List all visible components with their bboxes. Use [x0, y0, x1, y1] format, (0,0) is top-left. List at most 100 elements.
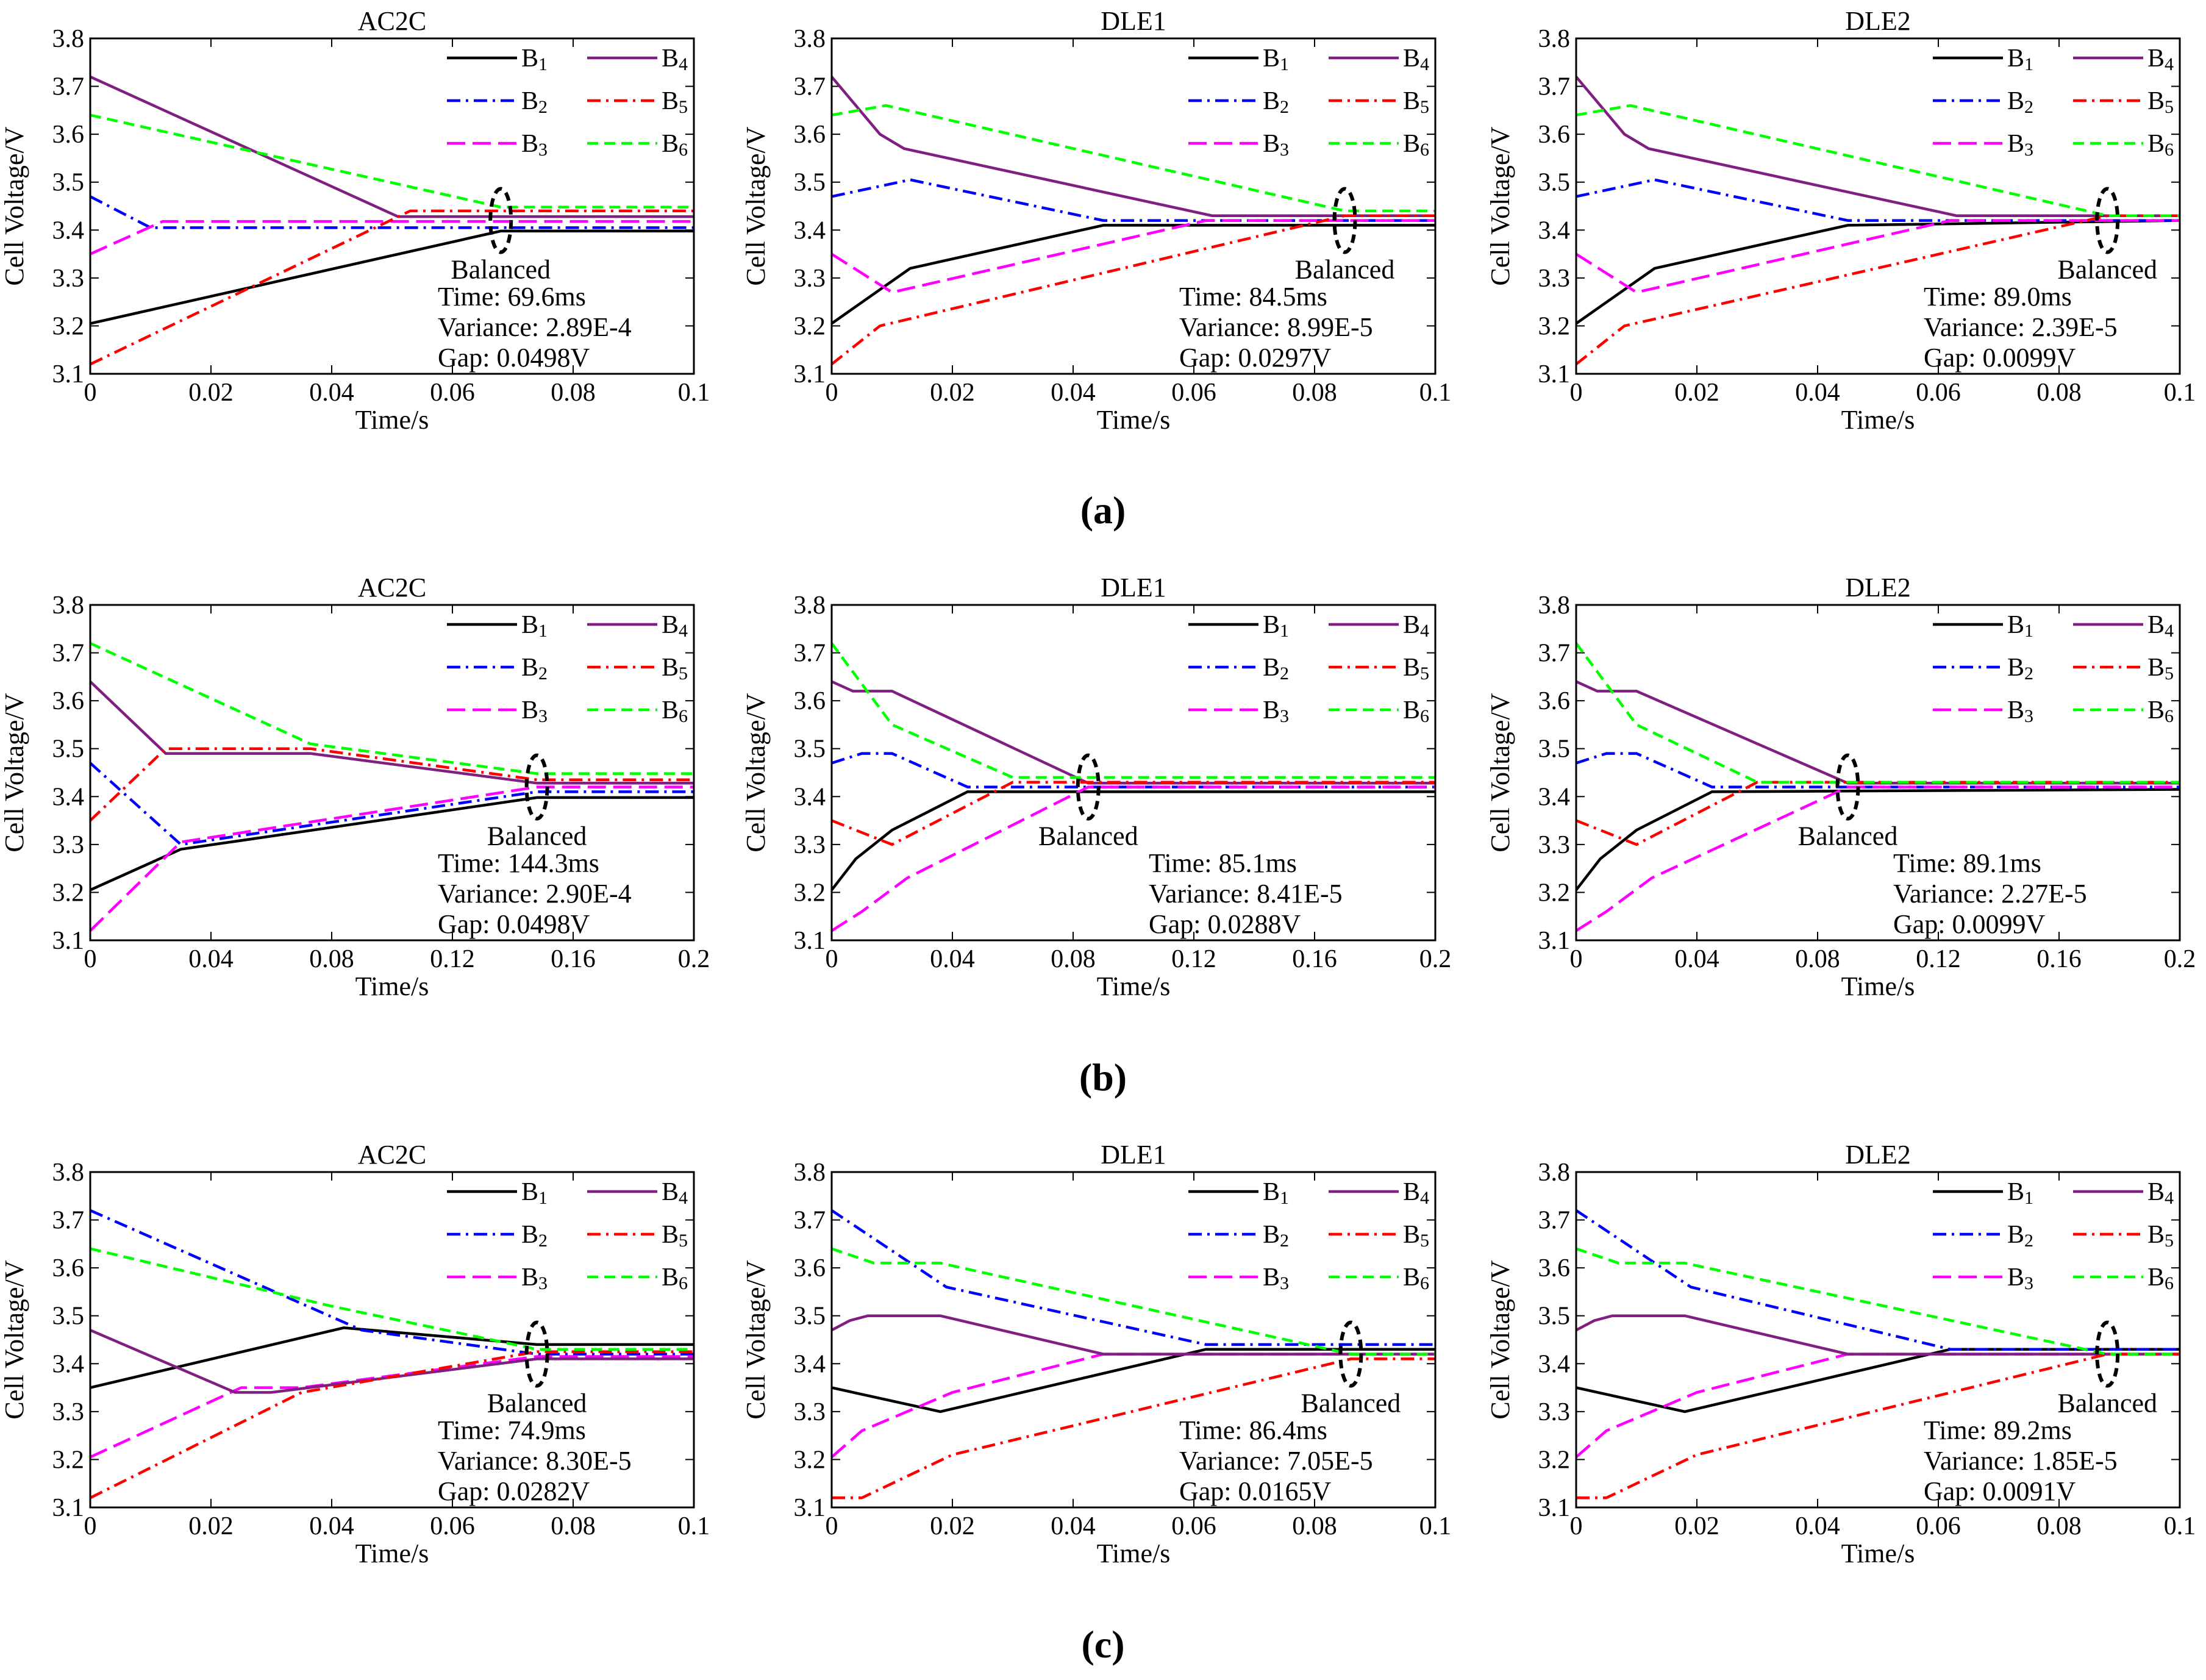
y-tick-label: 3.1	[52, 360, 85, 388]
legend-label-subscript: 4	[679, 54, 688, 74]
x-tick-label: 0.04	[1674, 945, 1719, 973]
legend-label-b4: B4	[2147, 45, 2174, 74]
x-tick-label: 0.08	[1051, 945, 1096, 973]
annotation-line: Gap: 0.0498V	[438, 343, 590, 373]
y-tick-label: 3.5	[794, 169, 826, 197]
annotation-line: Gap: 0.0165V	[1179, 1476, 1332, 1506]
legend-label-subscript: 5	[2165, 1231, 2174, 1251]
annotation-line: Gap: 0.0099V	[1924, 343, 2076, 373]
x-tick-label: 0	[1570, 945, 1583, 973]
legend-label-b5: B5	[1403, 654, 1429, 684]
y-tick-label: 3.2	[794, 879, 826, 907]
plot-frame	[89, 1171, 695, 1509]
legend-label-subscript: 4	[2165, 621, 2174, 641]
legend-label-subscript: 4	[679, 621, 688, 641]
series-line-b3	[1576, 219, 2180, 294]
legend-label-b4: B4	[662, 1178, 688, 1208]
y-tick-label: 3.4	[52, 216, 85, 245]
x-tick-label: 0.1	[1419, 1512, 1452, 1540]
legend-label-b2: B2	[2007, 1221, 2033, 1251]
x-tick-label: 0.16	[551, 945, 596, 973]
x-tick-label: 0.02	[188, 1512, 234, 1540]
series-line-b3	[832, 1353, 1435, 1459]
legend-label-b2: B2	[2007, 87, 2033, 117]
legend-label-subscript: 5	[2165, 97, 2174, 117]
legend-label-b4: B4	[1403, 611, 1429, 641]
legend-label-b1: B1	[2007, 1178, 2033, 1208]
chart-panel-5: DLE1 3.1 3.2 3.3 3.4 3.5 3.6 3.7 3.8 0 0.04 0.08 0.1…	[741, 573, 1451, 1001]
balanced-marker	[488, 187, 513, 254]
x-tick-label: 0.2	[678, 945, 710, 973]
x-tick-label: 0	[1570, 379, 1583, 407]
plot-frame	[89, 604, 695, 942]
legend-label-subscript: 5	[1420, 1231, 1429, 1251]
legend-label-b3: B3	[521, 1264, 548, 1293]
legend-label-b1: B1	[1263, 1178, 1289, 1208]
x-tick-label: 0.12	[1171, 945, 1216, 973]
y-tick-label: 3.2	[1538, 879, 1571, 907]
legend-label-b6: B6	[662, 1264, 688, 1293]
x-tick-label: 0.04	[309, 379, 354, 407]
legend-label-b2: B2	[521, 87, 548, 117]
series-line-b6	[832, 1247, 1435, 1356]
y-tick-label: 3.8	[794, 25, 826, 53]
annotation-line: Time: 74.9ms	[438, 1415, 586, 1445]
x-tick-label: 0.02	[930, 1512, 975, 1540]
y-tick-label: 3.1	[794, 1494, 826, 1522]
x-tick-label: 0.08	[551, 1512, 596, 1540]
y-tick-label: 3.1	[52, 1494, 85, 1522]
y-tick-label: 3.2	[52, 1446, 85, 1474]
y-tick-label: 3.2	[794, 312, 826, 340]
balanced-label: Balanced	[1301, 1389, 1401, 1418]
legend-label-b4: B4	[1403, 1178, 1429, 1208]
x-tick-label: 0	[1570, 1512, 1583, 1540]
legend-label-b2: B2	[521, 654, 548, 684]
legend-label-b2: B2	[2007, 654, 2033, 684]
series-line-b4	[90, 681, 694, 785]
balanced-label: Balanced	[1038, 821, 1138, 851]
y-tick-label: 3.4	[1538, 783, 1571, 811]
x-tick-label: 0.04	[1795, 1512, 1840, 1540]
legend-label-subscript: 2	[1280, 1231, 1289, 1251]
balanced-label: Balanced	[487, 821, 587, 851]
legend-label-subscript: 3	[538, 140, 548, 160]
series-line-b5	[832, 1357, 1435, 1499]
series-line-b3	[90, 1355, 694, 1459]
legend-label-subscript: 1	[2024, 621, 2033, 641]
x-tick-label: 0.2	[1419, 945, 1452, 973]
series-line-b1	[1576, 788, 2180, 891]
legend-label-b6: B6	[2147, 130, 2174, 160]
y-tick-label: 3.6	[52, 121, 85, 149]
legend-label-b6: B6	[1403, 1264, 1429, 1293]
y-axis-label: Cell Voltage/V	[741, 1260, 771, 1419]
legend-label-b5: B5	[662, 87, 688, 117]
y-tick-label: 3.6	[794, 121, 826, 149]
chart-panel-2: DLE1 3.1 3.2 3.3 3.4 3.5 3.6 3.7 3.8 0 0.02 0.04 0.0…	[741, 6, 1451, 435]
legend-label-subscript: 3	[1280, 140, 1289, 160]
legend-label-b2: B2	[521, 1221, 548, 1251]
annotation-line: Time: 84.5ms	[1179, 282, 1327, 312]
y-tick-label: 3.1	[794, 927, 826, 955]
legend-label-subscript: 2	[1280, 663, 1289, 684]
series-line-b4	[90, 1329, 694, 1394]
y-tick-label: 3.5	[1538, 735, 1571, 763]
legend-label-subscript: 2	[1280, 97, 1289, 117]
x-axis-label: Time/s	[1097, 971, 1171, 1001]
balanced-label: Balanced	[1798, 821, 1898, 851]
legend-label-subscript: 4	[2165, 1188, 2174, 1208]
y-tick-label: 3.7	[794, 73, 826, 101]
series-line-b5	[90, 1350, 694, 1499]
legend-label-b4: B4	[2147, 611, 2174, 641]
y-tick-label: 3.5	[1538, 169, 1571, 197]
y-tick-label: 3.6	[1538, 1254, 1571, 1282]
legend-label-subscript: 3	[2024, 140, 2033, 160]
row-label-c: (c)	[1081, 1623, 1124, 1666]
y-tick-label: 3.5	[52, 1303, 85, 1331]
x-tick-label: 0.06	[1916, 1512, 1961, 1540]
x-tick-label: 0.04	[188, 945, 234, 973]
legend-label-b3: B3	[521, 130, 548, 160]
legend-label-subscript: 1	[2024, 54, 2033, 74]
legend-label-b4: B4	[662, 45, 688, 74]
x-tick-label: 0.08	[309, 945, 354, 973]
chart-title: DLE1	[1101, 6, 1166, 36]
